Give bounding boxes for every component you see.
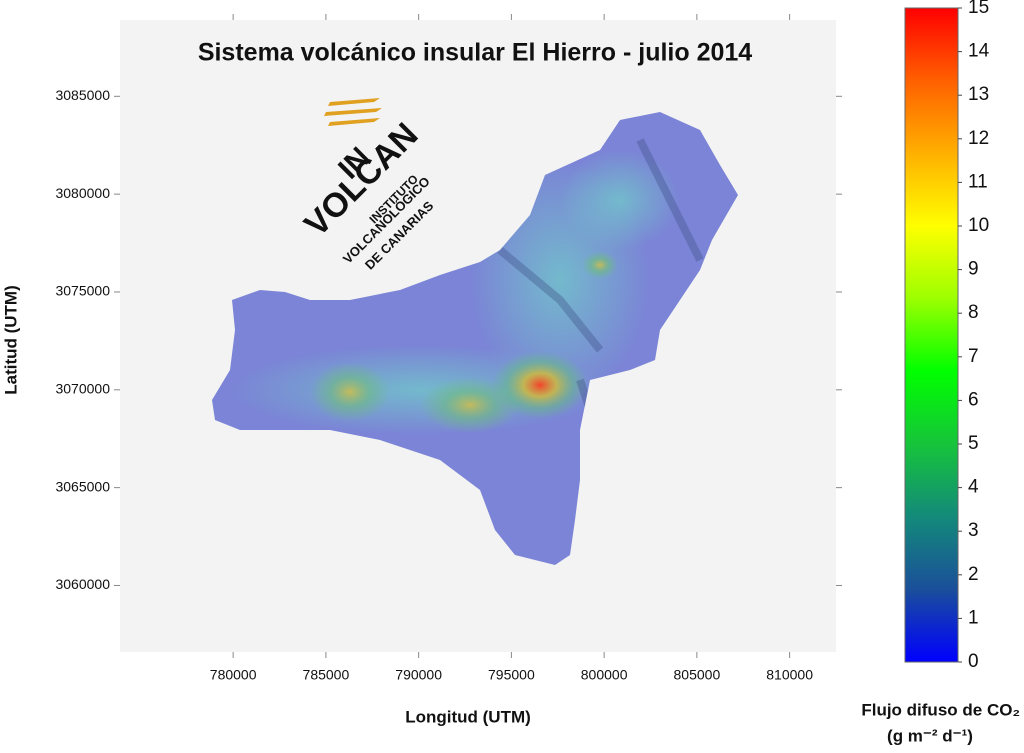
colorbar-tick-label: 11 (968, 171, 988, 192)
colorbar-tick-label: 4 (968, 477, 979, 498)
colorbar-tick-label: 10 (968, 215, 989, 236)
colorbar-units: (g m⁻² d⁻¹) (887, 726, 973, 745)
colorbar-tick-label: 9 (968, 259, 979, 280)
x-tick-label: 780000 (210, 667, 257, 683)
colorbar-tick-label: 5 (968, 433, 979, 454)
x-tick-label: 795000 (488, 667, 535, 683)
colorbar-tick-label: 15 (968, 0, 989, 18)
colorbar (904, 7, 959, 663)
x-tick-label: 785000 (303, 667, 350, 683)
x-tick-label: 805000 (674, 667, 721, 683)
colorbar-tick-label: 1 (968, 607, 979, 628)
y-tick-label: 3060000 (55, 576, 110, 592)
y-tick-label: 3080000 (55, 185, 110, 201)
colorbar-tick-label: 8 (968, 302, 979, 323)
chart-title: Sistema volcánico insular El Hierro - ju… (198, 39, 752, 67)
colorbar-tick-label: 14 (968, 41, 990, 62)
x-tick-label: 790000 (395, 667, 442, 683)
colorbar-tick-label: 3 (968, 520, 979, 541)
y-tick-label: 3070000 (55, 381, 110, 397)
colorbar-tick-label: 7 (968, 346, 979, 367)
colorbar-tick-label: 2 (968, 564, 979, 585)
colorbar-tick-label: 0 (968, 651, 979, 672)
x-tick-label: 800000 (581, 667, 628, 683)
colorbar-tick-label: 13 (968, 84, 989, 105)
colorbar-tick-label: 12 (968, 128, 989, 149)
y-tick-label: 3085000 (55, 87, 110, 103)
colorbar-label: Flujo difuso de CO₂ (861, 700, 1020, 719)
y-tick-label: 3065000 (55, 478, 110, 494)
x-tick-label: 810000 (766, 667, 813, 683)
logo-waves (324, 98, 382, 126)
x-axis-label: Longitud (UTM) (405, 707, 531, 726)
y-tick-label: 3075000 (55, 283, 110, 299)
colorbar-tick-label: 6 (968, 389, 979, 410)
y-axis-label: Latitud (UTM) (1, 285, 20, 395)
